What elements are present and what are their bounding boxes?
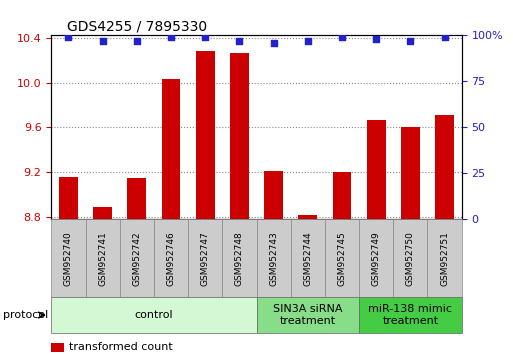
Point bbox=[167, 34, 175, 40]
Text: GSM952746: GSM952746 bbox=[167, 231, 175, 286]
Text: GSM952750: GSM952750 bbox=[406, 231, 415, 286]
Bar bbox=[367, 120, 386, 219]
Text: protocol: protocol bbox=[3, 310, 48, 320]
Point bbox=[372, 36, 380, 42]
Bar bbox=[299, 215, 317, 219]
Point bbox=[235, 38, 244, 44]
Point bbox=[133, 38, 141, 44]
Bar bbox=[59, 177, 78, 219]
Point bbox=[64, 34, 72, 40]
Point bbox=[338, 34, 346, 40]
Point bbox=[98, 38, 107, 44]
Bar bbox=[401, 127, 420, 219]
Text: GSM952744: GSM952744 bbox=[303, 231, 312, 286]
Point bbox=[201, 34, 209, 40]
Bar bbox=[230, 53, 249, 219]
Text: miR-138 mimic
treatment: miR-138 mimic treatment bbox=[368, 304, 452, 326]
Text: GDS4255 / 7895330: GDS4255 / 7895330 bbox=[67, 19, 207, 34]
Text: GSM952740: GSM952740 bbox=[64, 231, 73, 286]
Bar bbox=[93, 207, 112, 219]
Text: GSM952742: GSM952742 bbox=[132, 231, 141, 286]
Text: SIN3A siRNA
treatment: SIN3A siRNA treatment bbox=[273, 304, 343, 326]
Text: GSM952748: GSM952748 bbox=[235, 231, 244, 286]
Text: GSM952745: GSM952745 bbox=[338, 231, 346, 286]
Text: control: control bbox=[134, 310, 173, 320]
Text: GSM952741: GSM952741 bbox=[98, 231, 107, 286]
Point bbox=[269, 40, 278, 46]
Text: GSM952743: GSM952743 bbox=[269, 231, 278, 286]
Bar bbox=[332, 172, 351, 219]
Text: GSM952747: GSM952747 bbox=[201, 231, 210, 286]
Point bbox=[406, 38, 415, 44]
Bar bbox=[264, 171, 283, 219]
Bar bbox=[162, 79, 181, 219]
Bar bbox=[196, 51, 214, 219]
Text: GSM952749: GSM952749 bbox=[372, 231, 381, 286]
Bar bbox=[127, 178, 146, 219]
Text: transformed count: transformed count bbox=[69, 342, 173, 352]
Point bbox=[441, 34, 449, 40]
Text: GSM952751: GSM952751 bbox=[440, 231, 449, 286]
Bar bbox=[435, 115, 454, 219]
Point bbox=[304, 38, 312, 44]
